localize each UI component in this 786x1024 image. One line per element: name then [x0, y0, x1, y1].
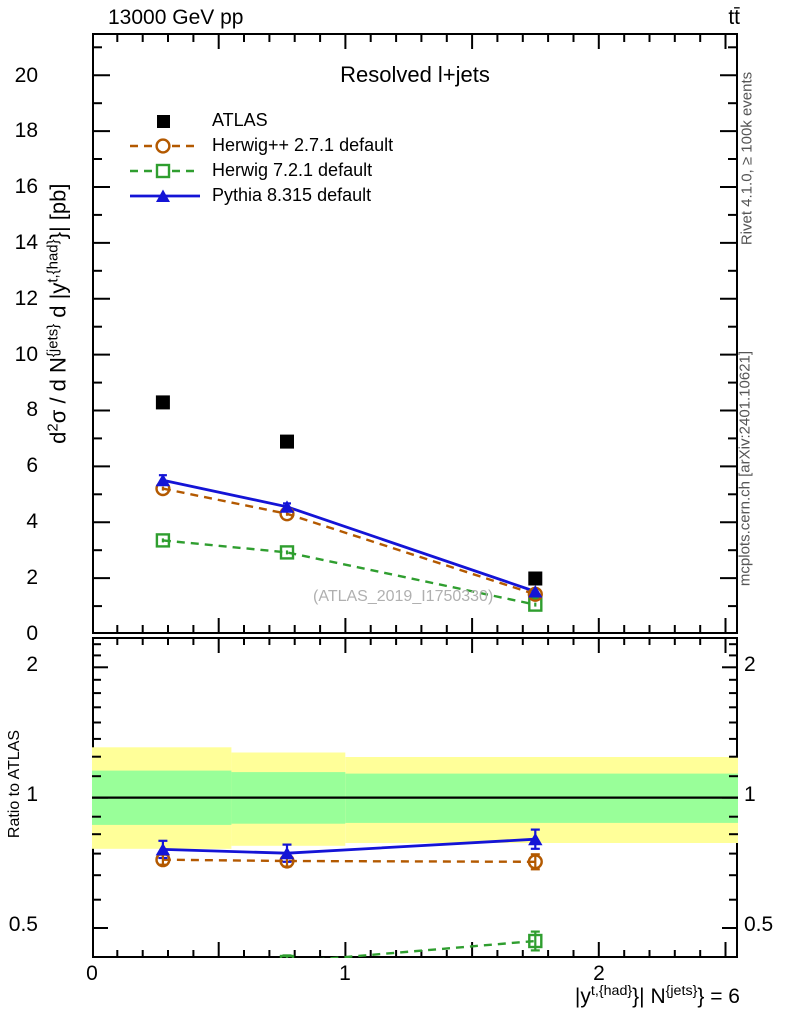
y-tick-label-10: 10: [14, 343, 38, 366]
ratio-line-herwigpp: [162, 858, 536, 863]
y-tick-label-20: 20: [14, 64, 38, 87]
legend-item-herwig7[interactable]: Herwig 7.2.1 default: [128, 158, 393, 183]
legend-item-herwigpp[interactable]: Herwig++ 2.7.1 default: [128, 133, 393, 158]
markers-herwig7: [155, 533, 543, 612]
legend-label-atlas: ATLAS: [212, 110, 268, 130]
legend-item-pythia[interactable]: Pythia 8.315 default: [128, 183, 393, 208]
error-bars-herwig7: [161, 538, 537, 607]
y-tick-label-16: 16: [14, 175, 38, 198]
legend-item-atlas[interactable]: ATLAS: [128, 108, 393, 133]
legend-key-atlas: [128, 111, 202, 131]
series-line-herwigpp: [162, 487, 536, 596]
x-tick-label-0: 0: [86, 962, 98, 985]
y-axis-ticks-right: [720, 46, 738, 634]
x-axis-ticks-bottom: [92, 618, 727, 634]
x-axis-title: |yt,{had}}| N{jets}} = 6: [574, 983, 740, 1008]
ratio-y-ticks-left: [92, 643, 108, 929]
header-collision-energy: 13000 GeV pp: [108, 6, 244, 29]
error-bars-herwigpp: [161, 486, 537, 596]
y-tick-label-12: 12: [14, 287, 38, 310]
series-line-pythia: [162, 478, 536, 593]
x-tick-label-2: 2: [593, 962, 605, 985]
y-tick-label-2: 2: [26, 566, 38, 589]
plot-title: Resolved l+jets: [340, 62, 490, 87]
markers-atlas: [155, 395, 543, 586]
x-axis-ticks-top: [92, 33, 727, 49]
y-tick-label-4: 4: [26, 510, 38, 533]
header-process-label: tt̄: [728, 6, 740, 29]
ratio-y-tick-label-2-left: 2: [26, 653, 38, 676]
legend-label-pythia: Pythia 8.315 default: [212, 185, 372, 205]
ratio-y-tick-label-1-right: 1: [744, 783, 756, 806]
y-tick-label-8: 8: [26, 398, 38, 421]
legend-key-herwigpp: [128, 136, 202, 156]
y-tick-label-18: 18: [14, 119, 38, 142]
ratio-markers-herwig7: [279, 933, 543, 958]
main-plot-canvas: [92, 33, 738, 634]
markers-pythia: [155, 473, 543, 598]
y-axis-ticks-left: [92, 46, 110, 634]
ratio-y-tick-label-0-5-right: 0.5: [744, 913, 774, 936]
main-plot-panel: [92, 33, 738, 634]
legend-key-herwig7: [128, 161, 202, 181]
ratio-markers-pythia: [155, 832, 543, 860]
legend-label-herwig7: Herwig 7.2.1 default: [212, 160, 373, 180]
ratio-y-tick-label-0-5-left: 0.5: [8, 913, 38, 936]
ratio-plot-canvas: [92, 637, 738, 958]
y-tick-label-0: 0: [26, 622, 38, 645]
y-tick-label-6: 6: [26, 454, 38, 477]
dataset-watermark: (ATLAS_2019_I1750330): [313, 588, 494, 605]
ratio-y-ticks-right: [722, 643, 738, 929]
ratio-y-tick-label-2-right: 2: [744, 653, 756, 676]
mcplots-source-note: mcplots.cern.ch [arXiv:2401.10621]: [736, 350, 754, 587]
markers-herwigpp: [155, 481, 543, 602]
ratio-y-tick-label-1-left: 1: [26, 783, 38, 806]
ratio-x-ticks-bottom: [92, 942, 727, 958]
legend: ATLAS Herwig++ 2.7.1 default Herwig 7.2.…: [128, 108, 393, 208]
legend-key-pythia: [128, 186, 202, 206]
y-tick-label-14: 14: [14, 231, 38, 254]
x-tick-label-1: 1: [339, 962, 351, 985]
y-axis-title: d2σ / d N{jets} d |yt,{had}}| [pb]: [44, 183, 71, 444]
legend-label-herwigpp: Herwig++ 2.7.1 default: [212, 135, 394, 155]
ratio-x-ticks-top: [92, 637, 727, 653]
